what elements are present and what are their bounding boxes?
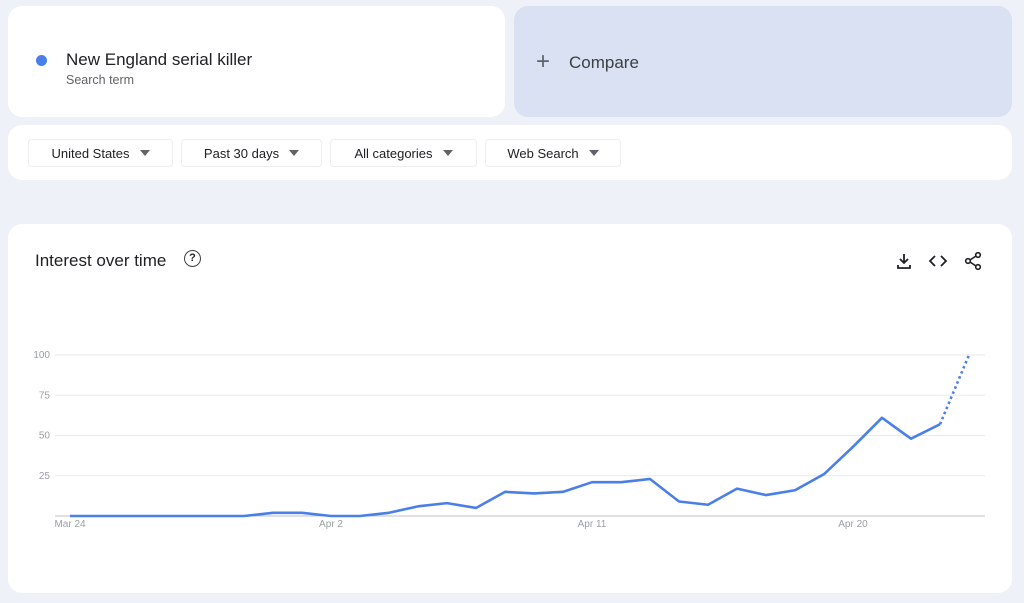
search-term-label: New England serial killer xyxy=(66,50,253,69)
search-type-dropdown[interactable]: Web Search xyxy=(485,139,621,167)
x-tick-label: Apr 11 xyxy=(578,519,607,530)
series-line xyxy=(70,416,941,518)
time-range-dropdown[interactable]: Past 30 days xyxy=(181,139,322,167)
dropdown-label: Past 30 days xyxy=(203,145,280,161)
search-term-card[interactable]: New England serial killer Search term xyxy=(8,6,505,117)
category-dropdown[interactable]: All categories xyxy=(330,139,477,167)
interest-over-time-card: Interest over time ? xyxy=(8,224,1012,593)
x-tick-label: Apr 2 xyxy=(319,519,343,530)
dropdown-label: Web Search xyxy=(507,145,579,161)
caret-down-icon xyxy=(139,150,150,156)
x-tick-label: Mar 24 xyxy=(54,519,86,530)
y-tick-label: 50 xyxy=(39,431,51,442)
y-tick-label: 75 xyxy=(39,390,51,401)
partial-data-segment xyxy=(938,354,971,425)
y-tick-label: 100 xyxy=(33,350,50,361)
compare-label: Compare xyxy=(569,53,639,72)
help-icon[interactable]: ? xyxy=(184,250,201,267)
share-icon[interactable] xyxy=(962,250,984,272)
caret-down-icon xyxy=(442,150,453,156)
caret-down-icon xyxy=(289,150,300,156)
download-icon[interactable] xyxy=(893,250,915,272)
filter-bar: United States Past 30 days All categorie… xyxy=(8,125,1012,180)
x-tick-label: Apr 20 xyxy=(838,519,868,530)
chart-title: Interest over time xyxy=(35,251,167,270)
y-tick-label: 25 xyxy=(39,471,51,482)
compare-button[interactable]: + Compare xyxy=(514,6,1012,117)
dropdown-label: All categories xyxy=(354,145,433,161)
region-dropdown[interactable]: United States xyxy=(28,139,173,167)
search-term-sublabel: Search term xyxy=(66,73,135,87)
caret-down-icon xyxy=(588,150,599,156)
embed-code-icon[interactable] xyxy=(927,250,949,272)
plus-icon: + xyxy=(536,48,551,75)
dropdown-label: United States xyxy=(51,145,130,161)
series-color-dot xyxy=(36,55,47,66)
